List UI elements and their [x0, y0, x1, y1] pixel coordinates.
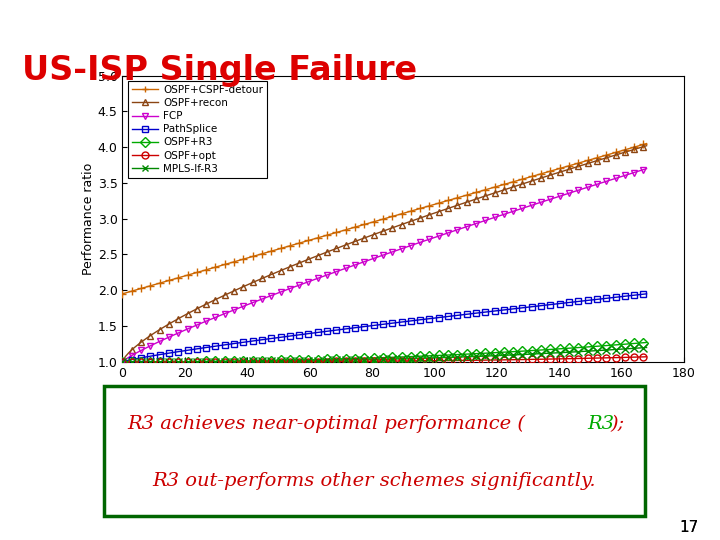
X-axis label: Failure scenarios sorted by performance ratio: Failure scenarios sorted by performance …: [261, 385, 546, 398]
Text: );: );: [610, 415, 624, 433]
Text: 17: 17: [679, 519, 698, 535]
Text: R3 out-performs other schemes significantly.: R3 out-performs other schemes significan…: [153, 471, 596, 490]
Text: R3 achieves near-optimal performance (: R3 achieves near-optimal performance (: [127, 415, 526, 433]
Text: US-ISP Single Failure: US-ISP Single Failure: [22, 54, 417, 87]
Text: R3: R3: [587, 415, 614, 433]
Legend: OSPF+CSPF-detour, OSPF+recon, FCP, PathSplice, OSPF+R3, OSPF+opt, MPLS-If-R3: OSPF+CSPF-detour, OSPF+recon, FCP, PathS…: [127, 81, 267, 178]
Text: 17: 17: [679, 519, 698, 535]
Y-axis label: Performance ratio: Performance ratio: [82, 163, 95, 275]
